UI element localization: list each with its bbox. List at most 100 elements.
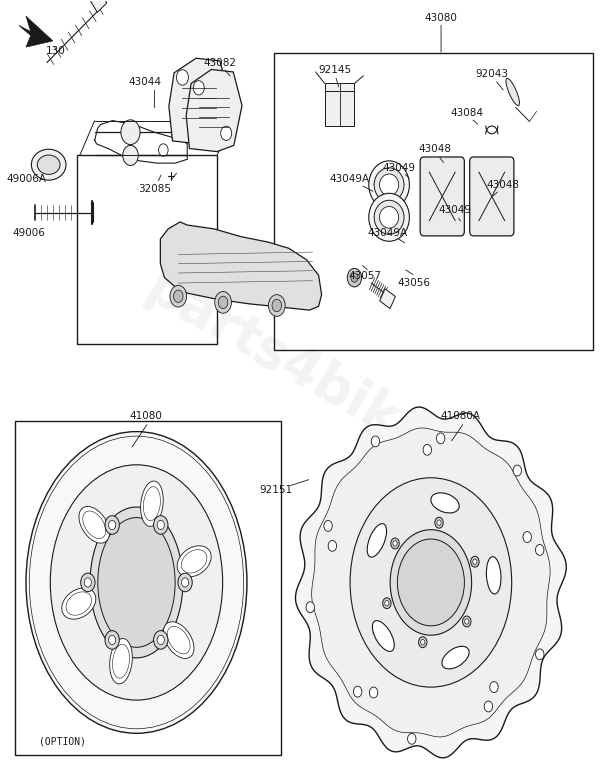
Circle shape bbox=[154, 515, 168, 534]
Ellipse shape bbox=[373, 621, 394, 652]
Text: 49006A: 49006A bbox=[6, 174, 46, 184]
Polygon shape bbox=[311, 428, 550, 737]
Text: 49006: 49006 bbox=[13, 228, 46, 238]
Circle shape bbox=[121, 120, 140, 145]
Circle shape bbox=[272, 299, 281, 312]
Polygon shape bbox=[19, 16, 53, 47]
Circle shape bbox=[221, 126, 232, 140]
Text: 43056: 43056 bbox=[398, 278, 431, 288]
Circle shape bbox=[178, 574, 192, 592]
Circle shape bbox=[154, 631, 168, 649]
Circle shape bbox=[157, 520, 164, 529]
Circle shape bbox=[328, 540, 337, 551]
Circle shape bbox=[181, 578, 188, 587]
Circle shape bbox=[347, 268, 362, 287]
Circle shape bbox=[484, 701, 493, 712]
Ellipse shape bbox=[98, 518, 175, 647]
Circle shape bbox=[471, 556, 479, 567]
Polygon shape bbox=[186, 70, 242, 152]
Circle shape bbox=[176, 70, 188, 85]
Text: 43049: 43049 bbox=[438, 205, 471, 215]
Circle shape bbox=[437, 520, 441, 525]
Ellipse shape bbox=[380, 206, 398, 228]
FancyBboxPatch shape bbox=[470, 157, 514, 236]
Circle shape bbox=[423, 444, 431, 455]
Circle shape bbox=[109, 520, 116, 529]
Circle shape bbox=[397, 539, 464, 626]
Circle shape bbox=[419, 637, 427, 648]
Circle shape bbox=[536, 545, 544, 556]
Ellipse shape bbox=[177, 546, 211, 577]
Circle shape bbox=[391, 538, 399, 549]
Ellipse shape bbox=[163, 622, 194, 659]
Bar bbox=[325, 84, 355, 126]
Ellipse shape bbox=[367, 524, 386, 557]
Text: 43048: 43048 bbox=[486, 180, 519, 190]
Circle shape bbox=[523, 532, 532, 542]
Ellipse shape bbox=[31, 150, 66, 180]
Ellipse shape bbox=[62, 588, 96, 619]
Circle shape bbox=[157, 636, 164, 645]
Text: 43080: 43080 bbox=[425, 12, 457, 22]
Circle shape bbox=[370, 687, 378, 698]
Circle shape bbox=[473, 559, 477, 564]
Bar bbox=[77, 155, 217, 344]
Circle shape bbox=[536, 649, 544, 660]
Bar bbox=[274, 53, 593, 350]
Circle shape bbox=[350, 477, 512, 687]
Circle shape bbox=[464, 618, 469, 624]
Circle shape bbox=[170, 285, 187, 307]
Circle shape bbox=[353, 686, 362, 697]
Ellipse shape bbox=[506, 78, 520, 105]
Circle shape bbox=[105, 515, 119, 534]
Polygon shape bbox=[169, 58, 229, 144]
Ellipse shape bbox=[37, 155, 60, 174]
Circle shape bbox=[383, 598, 391, 608]
Circle shape bbox=[306, 601, 314, 613]
Circle shape bbox=[385, 601, 389, 606]
Circle shape bbox=[513, 465, 521, 476]
FancyBboxPatch shape bbox=[420, 157, 464, 236]
Circle shape bbox=[324, 521, 332, 532]
Text: 43049: 43049 bbox=[383, 163, 416, 173]
Text: 43049A: 43049A bbox=[367, 228, 407, 238]
Circle shape bbox=[206, 117, 218, 133]
Text: 43057: 43057 bbox=[348, 271, 381, 281]
Ellipse shape bbox=[442, 646, 469, 669]
Circle shape bbox=[109, 636, 116, 645]
Circle shape bbox=[105, 631, 119, 649]
Ellipse shape bbox=[110, 639, 133, 684]
Circle shape bbox=[490, 682, 498, 693]
Text: 130: 130 bbox=[46, 46, 66, 56]
Text: 41080: 41080 bbox=[129, 411, 162, 421]
Circle shape bbox=[390, 529, 472, 636]
Ellipse shape bbox=[487, 556, 501, 594]
Circle shape bbox=[421, 639, 425, 645]
Circle shape bbox=[84, 578, 91, 587]
Circle shape bbox=[463, 616, 471, 627]
Text: 43084: 43084 bbox=[450, 108, 483, 118]
Ellipse shape bbox=[369, 193, 409, 241]
Text: parts4bikes: parts4bikes bbox=[137, 262, 465, 482]
Ellipse shape bbox=[140, 481, 163, 526]
Circle shape bbox=[215, 291, 232, 313]
Text: (OPTION): (OPTION) bbox=[39, 736, 86, 746]
Text: 92145: 92145 bbox=[319, 65, 352, 75]
Ellipse shape bbox=[369, 161, 409, 208]
Polygon shape bbox=[160, 222, 322, 310]
Circle shape bbox=[80, 574, 95, 592]
Ellipse shape bbox=[380, 174, 398, 195]
Circle shape bbox=[173, 290, 183, 302]
Text: 92043: 92043 bbox=[475, 69, 508, 79]
Ellipse shape bbox=[79, 506, 110, 543]
Ellipse shape bbox=[50, 465, 223, 700]
Circle shape bbox=[123, 146, 138, 166]
Bar bbox=[380, 289, 395, 308]
Text: 43049A: 43049A bbox=[329, 174, 370, 184]
Circle shape bbox=[193, 81, 204, 95]
Text: 43048: 43048 bbox=[419, 144, 452, 154]
Ellipse shape bbox=[374, 200, 404, 234]
Circle shape bbox=[218, 296, 228, 308]
Circle shape bbox=[268, 294, 285, 316]
Circle shape bbox=[393, 541, 397, 546]
